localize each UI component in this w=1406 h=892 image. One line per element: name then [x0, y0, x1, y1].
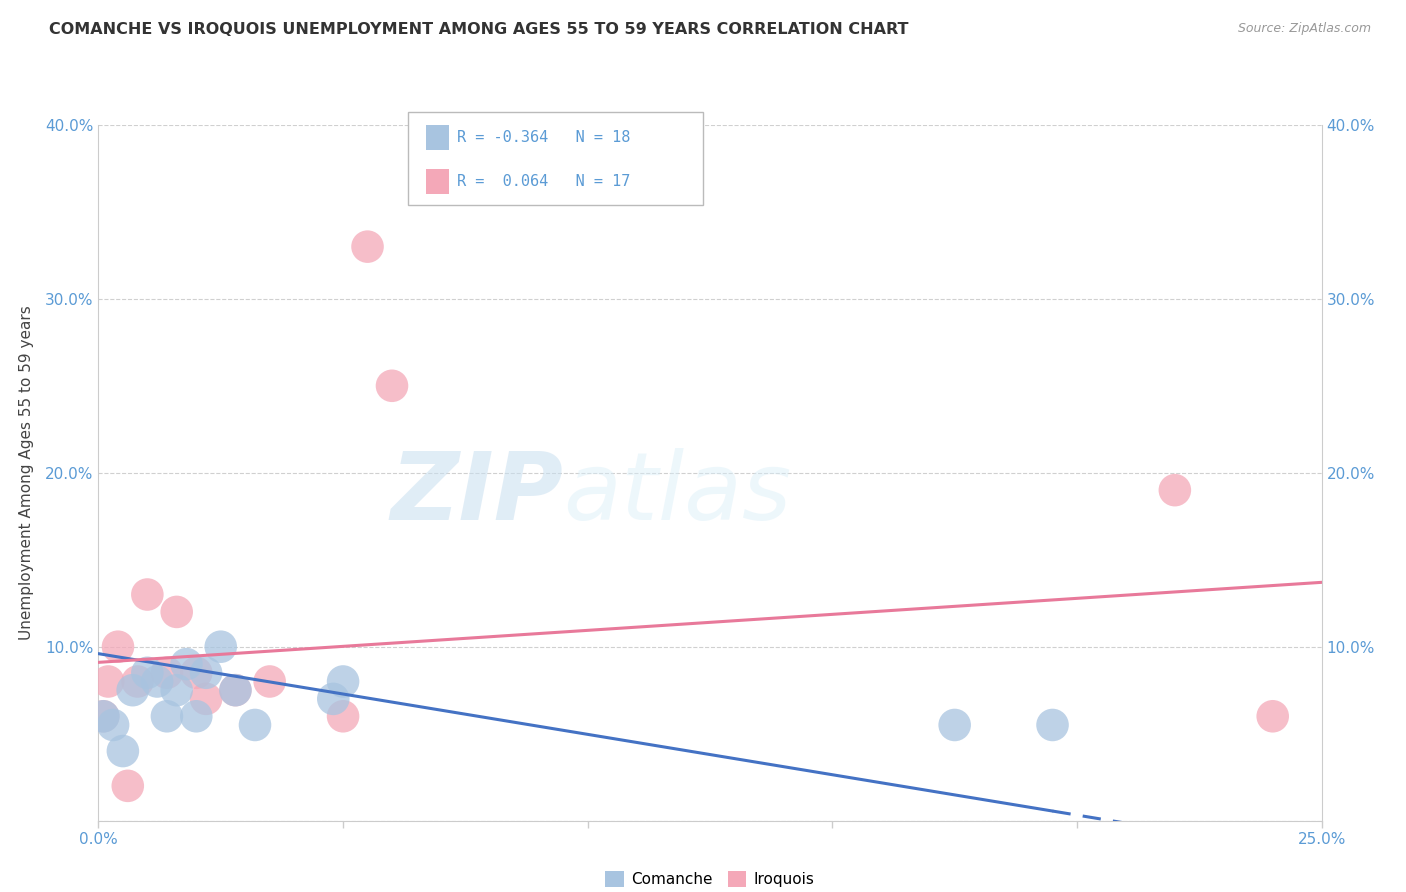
Point: [186, 709, 208, 723]
Point: [91, 709, 114, 723]
Point: [136, 587, 159, 601]
Legend: Comanche, Iroquois: Comanche, Iroquois: [599, 865, 821, 892]
Point: [136, 665, 159, 680]
Y-axis label: Unemployment Among Ages 55 to 59 years: Unemployment Among Ages 55 to 59 years: [18, 305, 34, 640]
Point: [195, 665, 218, 680]
Point: [97, 674, 120, 689]
Point: [224, 683, 246, 698]
Point: [356, 239, 378, 253]
Text: ZIP: ZIP: [391, 448, 564, 540]
Point: [111, 744, 134, 758]
Text: R =  0.064   N = 17: R = 0.064 N = 17: [457, 174, 630, 188]
Text: COMANCHE VS IROQUOIS UNEMPLOYMENT AMONG AGES 55 TO 59 YEARS CORRELATION CHART: COMANCHE VS IROQUOIS UNEMPLOYMENT AMONG …: [49, 22, 908, 37]
Point: [186, 665, 208, 680]
Point: [1042, 718, 1064, 732]
Point: [176, 657, 198, 671]
Point: [117, 779, 139, 793]
Point: [146, 674, 169, 689]
Point: [209, 640, 232, 654]
Point: [322, 692, 344, 706]
Point: [1261, 709, 1284, 723]
Point: [1164, 483, 1187, 497]
Point: [121, 683, 143, 698]
Point: [156, 709, 179, 723]
Point: [166, 605, 188, 619]
Point: [332, 674, 354, 689]
Text: Source: ZipAtlas.com: Source: ZipAtlas.com: [1237, 22, 1371, 36]
Point: [156, 665, 179, 680]
Text: R = -0.364   N = 18: R = -0.364 N = 18: [457, 130, 630, 145]
Text: atlas: atlas: [564, 448, 792, 539]
Point: [259, 674, 281, 689]
Point: [91, 709, 114, 723]
Point: [943, 718, 966, 732]
Point: [381, 378, 404, 392]
Point: [243, 718, 266, 732]
Point: [166, 683, 188, 698]
Point: [224, 683, 246, 698]
Point: [107, 640, 129, 654]
Point: [332, 709, 354, 723]
Point: [127, 674, 149, 689]
Point: [101, 718, 124, 732]
Point: [195, 692, 218, 706]
